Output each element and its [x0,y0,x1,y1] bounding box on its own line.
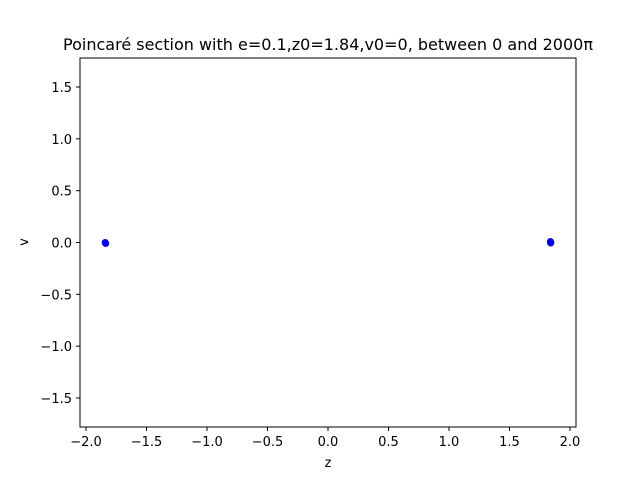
points-layer [101,237,555,248]
y-tick-label: 0.5 [51,185,72,200]
x-tick-label: −1.0 [191,435,223,450]
x-tick-label: −1.5 [131,435,163,450]
x-axis: −2.0 −1.5 −1.0 −0.5 0.0 0.5 1.0 1.5 2.0 [70,427,580,450]
x-tick-label: 1.5 [499,435,520,450]
x-tick-label: −2.0 [70,435,102,450]
x-axis-label: z [325,456,332,471]
x-tick-label: 1.0 [439,435,460,450]
x-tick-label: 2.0 [560,435,581,450]
data-point [547,239,555,247]
chart-title: Poincaré section with e=0.1,z0=1.84,v0=0… [63,35,593,54]
y-tick-label: −0.5 [40,288,72,303]
y-tick-label: −1.5 [40,392,72,407]
x-tick-label: 0.0 [318,435,339,450]
x-tick-label: 0.5 [378,435,399,450]
plot-area [80,58,576,427]
y-tick-label: −1.0 [40,340,72,355]
x-tick-label: −0.5 [252,435,284,450]
y-tick-label: 1.0 [51,133,72,148]
y-axis: −1.5 −1.0 −0.5 0.0 0.5 1.0 1.5 [40,81,80,407]
y-axis-label: v [17,238,32,246]
y-tick-label: 1.5 [51,81,72,96]
y-tick-label: 0.0 [51,237,72,252]
data-point [101,239,109,246]
